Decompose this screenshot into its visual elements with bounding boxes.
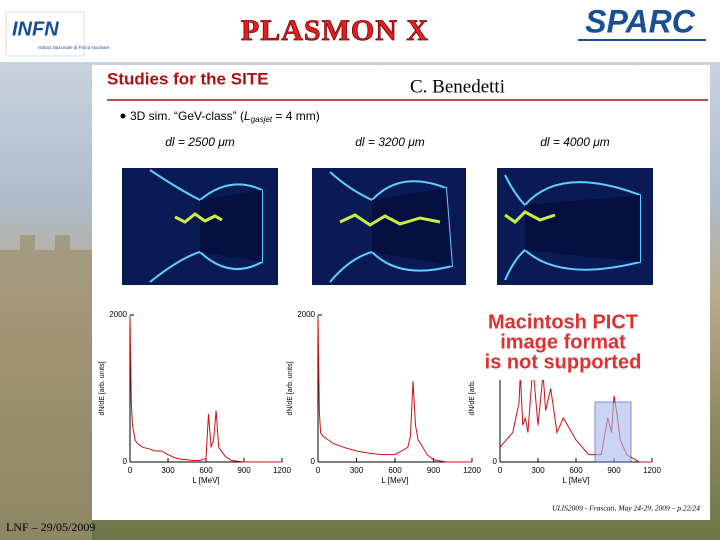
figure-heading: Studies for the SITE [107, 69, 269, 88]
y-tick-label: 0 [311, 457, 316, 466]
bullet-sub: gasjet [251, 115, 273, 124]
map-cavity [372, 188, 452, 266]
bullet-text-part: 3D sim. “GeV-class” ( [130, 109, 244, 123]
logo-text: SPARC [585, 3, 696, 39]
infn-logo: INFN Istituto Nazionale di Fisica Nuclea… [5, 11, 110, 57]
y-axis-label: dN/dE [arb. units] [287, 361, 294, 415]
y-tick-label: 0 [493, 457, 498, 466]
y-tick-label: 2000 [109, 310, 127, 319]
x-tick-label: 900 [427, 466, 441, 475]
x-tick-label: 900 [237, 466, 251, 475]
sparc-logo: SPARC [578, 3, 706, 41]
pict-notice: is not supported [485, 351, 642, 373]
pict-notice: Macintosh PICT [488, 311, 638, 333]
logo-text: INFN [12, 18, 59, 40]
x-axis-label: L [MeV] [381, 476, 408, 485]
y-tick-label: 0 [123, 457, 128, 466]
map-cavity [200, 190, 262, 262]
x-tick-label: 300 [161, 466, 175, 475]
author: C. Benedetti [410, 76, 505, 97]
x-tick-label: 0 [498, 466, 503, 475]
x-tick-label: 1200 [273, 466, 291, 475]
map-beam [174, 212, 223, 224]
x-tick-label: 0 [128, 466, 133, 475]
bullet-text: 3D sim. “GeV-class” (Lgasjet = 4 mm) [130, 109, 320, 124]
pict-notice: image format [500, 331, 626, 353]
slide-title: PLASMON X [241, 14, 429, 47]
density-map [312, 168, 466, 285]
panel-label: dl = 3200 μm [355, 135, 425, 149]
pict-placeholder [437, 310, 690, 380]
spectrum-line [317, 314, 472, 463]
map-cavity [525, 195, 640, 262]
citation: ULIS2009 - Frascati, May 24-29, 2009 – p… [552, 504, 700, 513]
bullet-var: L [244, 109, 251, 123]
map-beam [339, 213, 441, 227]
logo-box [5, 11, 85, 57]
highlight-box [594, 401, 632, 463]
x-axis-label: L [MeV] [562, 476, 589, 485]
footer: LNF – 29/05/2009 [6, 520, 95, 534]
bullet-dot [120, 113, 126, 119]
logo-subtext: Istituto Nazionale di Fisica Nucleare [38, 45, 110, 50]
x-tick-label: 0 [316, 466, 321, 475]
density-map [122, 168, 278, 285]
map-beam [504, 210, 556, 224]
x-tick-label: 300 [350, 466, 364, 475]
density-map [497, 168, 653, 285]
y-axis-label: dN/dE [arb. units] [99, 361, 106, 415]
x-tick-label: 600 [199, 466, 213, 475]
x-tick-label: 600 [388, 466, 402, 475]
y-axis-label: dN/dE [arb. units] [469, 361, 476, 415]
panel-label: dl = 4000 μm [540, 135, 610, 149]
x-tick-label: 600 [569, 466, 583, 475]
x-tick-label: 1200 [643, 466, 661, 475]
x-tick-label: 300 [531, 466, 545, 475]
x-axis-label: L [MeV] [192, 476, 219, 485]
spectrum-line [129, 314, 282, 463]
bullet-rest: = 4 mm) [272, 109, 320, 123]
spectra: 0 300 600 900 1200 0 2000 L [MeV] dN/dE [arb. un… [99, 310, 662, 485]
x-tick-label: 900 [607, 466, 621, 475]
panel-label: dl = 2500 μm [165, 135, 235, 149]
x-tick-label: 1200 [463, 466, 481, 475]
y-tick-label: 2000 [297, 310, 315, 319]
castle-decoration [0, 235, 92, 540]
